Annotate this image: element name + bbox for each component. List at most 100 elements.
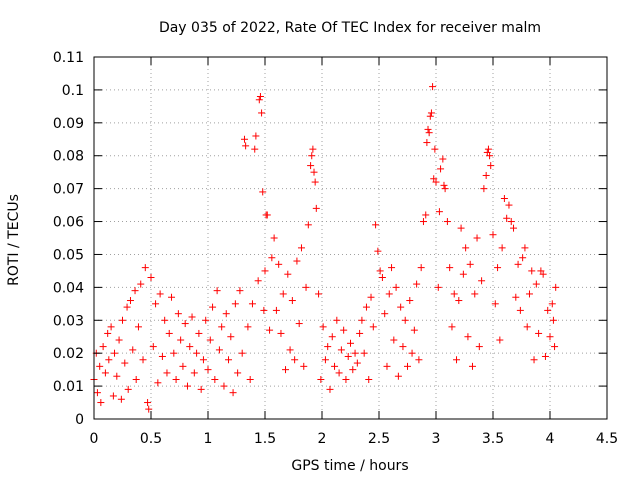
x-tick-label: 0 xyxy=(90,431,99,447)
data-point xyxy=(279,290,287,298)
y-tick-label: 0.01 xyxy=(53,379,84,395)
data-point xyxy=(291,356,299,364)
x-tick-label: 2 xyxy=(318,431,327,447)
data-point xyxy=(188,313,196,321)
data-point xyxy=(473,234,481,242)
data-point xyxy=(337,346,345,354)
data-point xyxy=(209,303,217,311)
data-point xyxy=(468,362,476,370)
data-point xyxy=(272,306,280,314)
y-tick-labels: 0 0.01 0.02 0.03 0.04 0.05 0.06 0.07 0.08 0.09 0.1… xyxy=(53,50,84,428)
data-point xyxy=(546,333,554,341)
data-point xyxy=(427,109,435,117)
x-tick-label: 2.5 xyxy=(368,431,390,447)
data-point xyxy=(528,267,536,275)
data-point xyxy=(270,234,278,242)
data-point xyxy=(115,336,123,344)
data-point xyxy=(186,343,194,351)
y-tick-label: 0.04 xyxy=(53,280,84,296)
data-point xyxy=(415,356,423,364)
data-point xyxy=(459,270,467,278)
y-tick-label: 0.05 xyxy=(53,247,84,263)
data-point xyxy=(258,109,266,117)
data-point xyxy=(163,369,171,377)
y-tick-label: 0.06 xyxy=(53,215,84,231)
chart-title: Day 035 of 2022, Rate Of TEC Index for r… xyxy=(159,20,541,36)
data-point xyxy=(482,171,490,179)
data-point xyxy=(156,290,164,298)
data-point xyxy=(347,339,354,347)
data-point xyxy=(141,264,149,272)
data-point xyxy=(480,185,488,193)
x-tick-label: 0.5 xyxy=(140,431,162,447)
data-point xyxy=(288,297,296,305)
data-point xyxy=(401,316,409,324)
data-point xyxy=(121,359,129,367)
data-point xyxy=(326,385,334,393)
data-point xyxy=(478,277,486,285)
data-point xyxy=(462,244,470,252)
data-point xyxy=(284,270,292,278)
data-point xyxy=(455,297,463,305)
data-point xyxy=(353,359,361,367)
x-tick-labels: 0 0.5 1 1.5 2 2.5 3 3.5 4 4.5 xyxy=(90,431,619,447)
data-point xyxy=(263,211,271,219)
data-point xyxy=(446,264,454,272)
data-point xyxy=(356,329,364,337)
data-point xyxy=(532,280,540,288)
data-point xyxy=(172,376,180,384)
data-point xyxy=(551,343,559,351)
data-point xyxy=(113,372,121,380)
data-point xyxy=(312,204,320,212)
y-tick-label: 0.08 xyxy=(53,149,84,165)
y-tick-label: 0.11 xyxy=(53,50,84,66)
y-tick-label: 0 xyxy=(75,412,84,428)
data-point xyxy=(475,343,483,351)
data-point xyxy=(252,132,260,140)
data-point xyxy=(124,385,132,393)
data-point xyxy=(372,221,380,229)
data-point xyxy=(443,218,451,226)
data-point xyxy=(360,349,368,357)
data-point xyxy=(544,306,552,314)
y-tick-label: 0.02 xyxy=(53,346,84,362)
data-point xyxy=(331,362,339,370)
plot-frame xyxy=(93,56,608,420)
data-point xyxy=(190,369,198,377)
data-point xyxy=(388,264,396,272)
data-point xyxy=(181,320,189,328)
data-point xyxy=(144,399,152,407)
data-point xyxy=(295,320,303,328)
data-point xyxy=(404,362,411,370)
data-point xyxy=(202,316,210,324)
data-point xyxy=(93,389,101,397)
data-point xyxy=(434,283,442,291)
data-point xyxy=(383,362,391,370)
data-point xyxy=(96,362,104,370)
data-point xyxy=(333,316,341,324)
data-point xyxy=(165,329,173,337)
data-point xyxy=(381,310,389,318)
data-point xyxy=(147,273,155,281)
data-point xyxy=(195,329,203,337)
data-point xyxy=(107,323,115,331)
data-point xyxy=(199,356,207,364)
data-point xyxy=(486,152,494,160)
data-point xyxy=(453,356,461,364)
data-point xyxy=(225,356,233,364)
data-point xyxy=(97,399,105,407)
data-point xyxy=(413,280,421,288)
data-point xyxy=(510,224,518,232)
data-point xyxy=(392,283,400,291)
data-point xyxy=(435,208,443,216)
data-point xyxy=(137,280,145,288)
data-point xyxy=(302,283,310,291)
data-point xyxy=(399,343,407,351)
data-point xyxy=(362,303,370,311)
data-point xyxy=(268,254,276,262)
data-point xyxy=(487,162,495,170)
x-tick-label: 1.5 xyxy=(254,431,276,447)
data-point xyxy=(179,362,187,370)
data-point xyxy=(240,135,248,143)
data-point xyxy=(425,129,433,137)
